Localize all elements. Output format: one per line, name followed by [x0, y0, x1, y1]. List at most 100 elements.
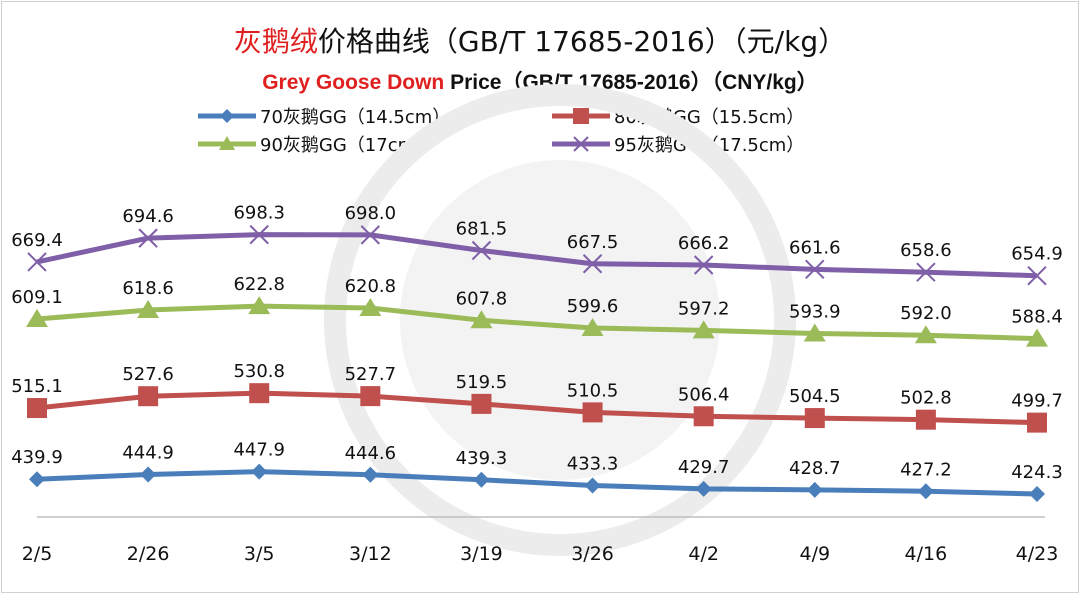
- watermark-seal: [324, 84, 796, 556]
- legend-label: 70灰鹅GG（14.5cm）: [260, 107, 451, 128]
- x-tick-label: 4/2: [688, 543, 719, 565]
- data-point-marker: [27, 398, 47, 419]
- data-label: 499.7: [1011, 391, 1063, 412]
- data-label: 427.2: [900, 459, 952, 480]
- data-point-marker: [1029, 485, 1045, 502]
- data-label: 506.4: [678, 384, 730, 405]
- chart-subtitle-highlight: Grey Goose Down: [262, 71, 445, 94]
- data-point-marker: [359, 297, 382, 316]
- data-point-marker: [917, 483, 934, 500]
- data-point-marker: [806, 481, 823, 498]
- data-label: 681.5: [456, 219, 508, 240]
- legend-swatch-triangle-icon: [198, 136, 256, 150]
- series-1: 515.1 527.6 530.8 527.7 519.5 510.5 506.4 504.5…: [11, 361, 1063, 433]
- data-point-marker: [26, 309, 48, 328]
- legend-swatch-diamond-icon: [198, 109, 256, 123]
- data-point-marker: [138, 386, 159, 407]
- x-tick-label: 4/9: [799, 543, 830, 565]
- data-label: 667.5: [567, 232, 619, 253]
- data-label: 609.1: [11, 287, 63, 308]
- data-point-marker: [362, 466, 379, 483]
- data-point-marker: [916, 262, 936, 282]
- data-point-marker: [915, 409, 936, 430]
- data-label: 424.3: [1011, 462, 1063, 483]
- data-label: 429.7: [678, 457, 730, 478]
- series-2: 609.1 618.6 622.8 620.8 607.8 599.6 597.2 593.9…: [11, 274, 1063, 347]
- legend-swatch-square-icon: [552, 108, 610, 124]
- data-point-marker: [251, 463, 268, 480]
- data-point-marker: [471, 393, 492, 414]
- data-label: 654.9: [1011, 244, 1063, 265]
- data-point-marker: [582, 402, 603, 423]
- chart-title: 灰鹅绒价格曲线（GB/T 17685-2016）（元/kg）: [0, 20, 1080, 60]
- data-point-marker: [473, 471, 490, 488]
- data-label: 527.6: [122, 364, 174, 385]
- series-line: [36, 232, 1038, 279]
- series-line: [36, 390, 1038, 426]
- chart-title-highlight: 灰鹅绒: [233, 25, 318, 58]
- data-label: 510.5: [567, 380, 619, 401]
- legend-item-90: 90灰鹅GG（17cm）: [196, 132, 433, 156]
- data-point-marker: [27, 252, 47, 272]
- data-point-marker: [582, 254, 603, 274]
- data-label: 502.8: [900, 388, 952, 409]
- x-tick-label: 4/16: [905, 543, 948, 565]
- data-point-marker: [29, 471, 45, 488]
- x-tick-label: 4/23: [1016, 543, 1059, 565]
- data-label: 527.7: [345, 364, 397, 385]
- data-label: 622.8: [233, 274, 285, 295]
- data-label: 439.9: [11, 447, 63, 468]
- data-label: 444.9: [122, 442, 174, 463]
- data-label: 504.5: [789, 386, 841, 407]
- data-point-marker: [1026, 328, 1048, 347]
- data-point-marker: [470, 310, 493, 329]
- legend-item-70: 70灰鹅GG（14.5cm）: [196, 104, 450, 128]
- x-tick-label: 3/5: [244, 543, 275, 565]
- data-label: 444.6: [345, 443, 397, 464]
- data-label: 620.8: [345, 276, 397, 297]
- data-label: 658.6: [900, 240, 952, 261]
- data-point-marker: [140, 466, 157, 483]
- x-tick-label: 3/26: [571, 543, 614, 565]
- data-label: 618.6: [122, 278, 174, 299]
- x-tick-label: 3/12: [349, 543, 392, 565]
- x-tick-label: 3/19: [460, 543, 503, 565]
- series-line: [36, 469, 1038, 497]
- data-label: 698.3: [233, 203, 285, 224]
- data-label: 592.0: [900, 303, 952, 324]
- data-point-marker: [803, 323, 826, 342]
- data-label: 530.8: [233, 361, 285, 382]
- watermark-seal-center: [400, 160, 720, 480]
- data-label: 519.5: [456, 372, 508, 393]
- data-point-marker: [805, 259, 825, 280]
- series-line: [36, 303, 1038, 342]
- data-point-marker: [693, 255, 714, 275]
- data-point-marker: [249, 383, 270, 404]
- data-label: 515.1: [11, 376, 63, 397]
- data-label: 694.6: [122, 206, 174, 227]
- data-point-marker: [248, 296, 271, 315]
- series-3: 669.4 694.6 698.3 698.0 681.5 667.5 666.2 661.6…: [11, 203, 1063, 286]
- data-label: 666.2: [678, 233, 730, 254]
- data-point-marker: [804, 408, 825, 429]
- data-label: 593.9: [789, 301, 841, 322]
- data-label: 433.3: [567, 453, 619, 474]
- data-label: 439.3: [456, 448, 508, 469]
- data-point-marker: [471, 240, 492, 261]
- data-point-marker: [581, 318, 604, 337]
- series-0: 439.9 444.9 447.9 444.6 439.3 433.3 429.7 428.7…: [11, 440, 1063, 502]
- data-point-marker: [360, 386, 381, 407]
- chart-title-rest: 价格曲线（GB/T 17685-2016）（元/kg）: [317, 25, 847, 58]
- data-label: 607.8: [456, 288, 508, 309]
- data-label: 597.2: [678, 298, 730, 319]
- data-point-marker: [693, 406, 714, 427]
- data-label: 428.7: [789, 458, 841, 479]
- data-point-marker: [1027, 265, 1047, 286]
- data-label: 599.6: [567, 296, 619, 317]
- legend-label: 90灰鹅GG（17cm）: [260, 135, 434, 156]
- x-tick-label: 2/5: [22, 543, 53, 565]
- data-label: 447.9: [233, 440, 285, 461]
- data-point-marker: [137, 300, 160, 319]
